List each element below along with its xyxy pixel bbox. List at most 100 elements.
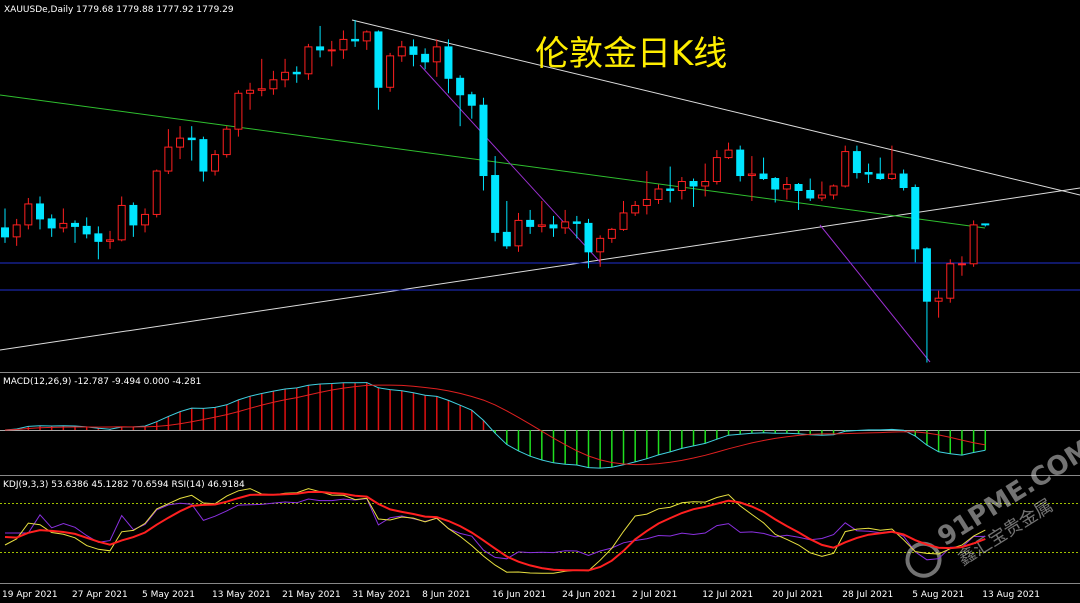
x-tick-label: 28 Jul 2021 (842, 590, 893, 600)
candle-body (444, 46, 453, 79)
x-tick-label: 16 Jun 2021 (492, 590, 546, 600)
candle-body (316, 46, 325, 51)
candle-body (934, 297, 943, 302)
candle-body (304, 46, 313, 75)
x-tick-label: 2 Jul 2021 (632, 590, 677, 600)
candle-body (514, 219, 523, 247)
candle-body (899, 173, 908, 188)
candle-body (794, 184, 803, 191)
candle-body (887, 173, 896, 180)
candle-body (537, 224, 546, 227)
x-tick-label: 24 Jun 2021 (562, 590, 616, 600)
candle-body (292, 71, 301, 75)
candle-body (771, 178, 780, 190)
x-tick-label: 31 May 2021 (352, 590, 411, 600)
x-tick-label: 12 Jul 2021 (702, 590, 753, 600)
macd-label: MACD(12,26,9) -12.787 -9.494 0.000 -4.28… (3, 377, 201, 387)
candle-body (759, 173, 768, 180)
macd-panel (4, 382, 987, 469)
candle-body (526, 219, 535, 227)
candle-body (246, 89, 255, 94)
candle-body (106, 239, 115, 242)
candle-body (1, 227, 9, 238)
x-tick-label: 19 Apr 2021 (2, 590, 58, 600)
candle-body (234, 92, 243, 130)
macd-signal (4, 384, 986, 466)
candle-body (876, 173, 885, 180)
candle-body (456, 77, 465, 96)
candle-body (47, 218, 56, 229)
candle-body (152, 170, 161, 215)
candle-body (374, 31, 383, 88)
candle-body (327, 49, 336, 52)
candle-body (491, 175, 500, 233)
candle-body (724, 149, 733, 159)
candle-body (362, 31, 371, 42)
candle-body (164, 146, 173, 172)
candle-body (36, 203, 45, 220)
candle-body (631, 204, 640, 214)
candle-body (736, 149, 745, 177)
x-tick-label: 13 Aug 2021 (982, 590, 1040, 600)
candle-body (211, 154, 220, 172)
candle-body (397, 46, 406, 57)
candle-body (187, 137, 196, 141)
candle-body (502, 231, 511, 247)
candle-body (969, 224, 978, 265)
candle-body (269, 79, 278, 90)
x-tick-label: 13 May 2021 (212, 590, 271, 600)
candle-body (94, 233, 103, 242)
candle-body (71, 222, 80, 227)
candle-body (549, 224, 558, 229)
candle-body (701, 181, 710, 187)
candle-body (712, 157, 721, 183)
candle-body (386, 55, 395, 88)
candle-body (141, 213, 150, 226)
candle-body (24, 203, 33, 226)
candle-body (677, 181, 686, 191)
candle-body (922, 248, 931, 302)
x-tick-label: 21 May 2021 (282, 590, 341, 600)
candle-body (852, 151, 861, 174)
candle-body (59, 222, 68, 229)
candle-body (747, 173, 756, 177)
candle-body (409, 46, 418, 55)
candle-body (339, 38, 348, 51)
candle-body (864, 172, 873, 175)
candle-body (596, 237, 605, 253)
candle-body (176, 137, 185, 148)
candle-body (561, 221, 570, 229)
macd-line (4, 382, 986, 469)
x-tick-label: 5 Aug 2021 (912, 590, 964, 600)
kdj-label: KDJ(9,3,3) 53.6386 45.1282 70.6594 RSI(1… (3, 480, 245, 490)
candle-body (12, 224, 21, 238)
x-tick-label: 20 Jul 2021 (772, 590, 823, 600)
candle-body (572, 221, 581, 224)
candle-body (351, 38, 360, 42)
candle-body (129, 204, 138, 226)
candle-body (957, 263, 966, 266)
candle-body (619, 212, 628, 230)
candle-body (479, 104, 488, 177)
candle-body (981, 223, 990, 226)
k-line (4, 488, 986, 574)
trend-lines (0, 19, 1080, 363)
candle-body (782, 184, 791, 190)
candle-body (467, 94, 476, 106)
symbol-header: XAUUSDe,Daily 1779.68 1779.88 1777.92 17… (4, 5, 234, 15)
candle-body (117, 204, 126, 241)
candle-body (841, 151, 850, 187)
x-tick-label: 27 Apr 2021 (72, 590, 128, 600)
candle-body (946, 263, 955, 299)
chart-title: 伦敦金日K线 (535, 34, 727, 74)
kdj-panel (4, 488, 986, 574)
candle-body (654, 188, 663, 200)
candle-body (689, 181, 698, 187)
candle-body (222, 128, 231, 156)
candle-body (82, 225, 91, 235)
x-tick-label: 5 May 2021 (142, 590, 195, 600)
candle-body (642, 198, 651, 206)
candle-body (911, 187, 920, 250)
